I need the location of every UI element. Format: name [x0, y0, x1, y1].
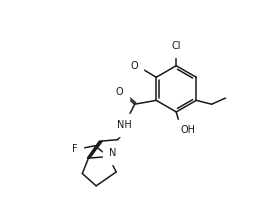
Text: O: O: [130, 61, 138, 71]
Text: OH: OH: [180, 125, 195, 135]
Text: Cl: Cl: [171, 42, 181, 52]
Text: NH: NH: [117, 120, 131, 130]
Text: N: N: [109, 149, 116, 159]
Polygon shape: [87, 141, 102, 158]
Text: F: F: [72, 144, 77, 154]
Text: O: O: [116, 87, 123, 97]
